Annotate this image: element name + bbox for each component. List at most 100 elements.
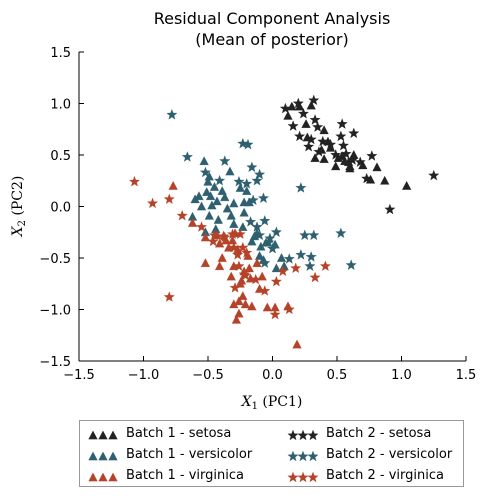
x-tick-label: 0.0 — [262, 368, 283, 383]
chart-title: Residual Component Analysis — [154, 9, 391, 28]
y-tick-label: 1.5 — [50, 46, 71, 61]
data-point — [304, 260, 316, 271]
x-tick-label: −0.5 — [192, 368, 224, 383]
y-tick-label: 0.0 — [50, 201, 71, 216]
data-point — [217, 186, 227, 195]
data-point — [283, 110, 293, 120]
x-tick-label: 1.0 — [391, 368, 412, 383]
data-point — [214, 238, 225, 248]
data-point — [283, 253, 295, 264]
data-point — [187, 218, 198, 227]
legend-marker-glyph — [88, 430, 98, 440]
data-point — [292, 339, 302, 349]
data-point — [259, 215, 271, 226]
data-point — [319, 125, 329, 135]
data-point — [294, 130, 306, 142]
data-point — [233, 175, 245, 187]
legend-label: Batch 2 - setosa — [326, 426, 432, 441]
data-point — [354, 156, 366, 167]
legend-marker-glyph — [108, 472, 118, 482]
data-point — [219, 231, 231, 243]
x-tick-label: 1.5 — [456, 368, 477, 383]
data-point — [239, 269, 251, 281]
legend-marker-glyph — [297, 450, 309, 462]
legend-label: Batch 2 - virginica — [326, 468, 444, 483]
data-point — [233, 260, 245, 271]
data-point — [312, 121, 324, 132]
data-point — [345, 259, 357, 270]
data-point — [257, 192, 270, 203]
data-point — [202, 187, 212, 196]
data-point — [256, 241, 266, 251]
data-point — [372, 162, 382, 172]
data-point — [146, 197, 159, 209]
series-batch-2-setosa — [279, 94, 440, 215]
data-point — [349, 150, 359, 159]
data-point — [317, 135, 329, 147]
legend-label: Batch 1 - virginica — [126, 468, 244, 483]
data-point — [229, 219, 239, 228]
data-point — [330, 149, 342, 160]
data-point — [269, 308, 281, 320]
data-point — [250, 273, 262, 285]
data-point — [254, 168, 266, 180]
data-point — [214, 174, 226, 186]
data-point — [207, 200, 217, 210]
data-point — [212, 196, 222, 206]
data-point — [283, 303, 295, 315]
data-point — [234, 308, 244, 318]
legend-marker-glyph — [98, 451, 108, 461]
data-point — [348, 127, 360, 139]
data-point — [231, 314, 241, 324]
data-point — [313, 146, 325, 157]
legend-marker-glyph — [108, 451, 118, 461]
legend: Batch 1 - setosa Batch 1 - versicolor Ba… — [79, 420, 464, 487]
data-point — [295, 249, 307, 260]
data-point — [242, 138, 254, 150]
data-point — [305, 133, 317, 145]
data-point — [245, 216, 257, 227]
data-point — [335, 227, 347, 238]
data-point — [207, 235, 219, 247]
data-point — [204, 210, 214, 220]
data-point — [163, 291, 175, 302]
data-point — [428, 169, 440, 181]
data-point — [345, 163, 355, 173]
data-point — [214, 261, 225, 271]
data-point — [241, 178, 253, 189]
data-point — [340, 148, 352, 159]
legend-marker-glyph — [307, 450, 319, 462]
data-point — [211, 224, 221, 233]
legend-marker-glyph — [297, 471, 309, 483]
legend-marker-glyph — [287, 471, 299, 483]
legend-marker-glyph — [88, 451, 98, 461]
data-point — [190, 194, 200, 204]
x-axis-label: X1 (PC1) — [241, 394, 303, 412]
legend-label: Batch 1 - versicolor — [126, 447, 253, 462]
data-point — [196, 221, 208, 232]
data-point — [200, 232, 211, 242]
data-point — [337, 139, 349, 151]
legend-marker-batch2-setosa — [287, 429, 319, 441]
x-tick-label: 0.5 — [327, 368, 348, 383]
data-point — [219, 155, 231, 166]
data-point — [227, 235, 238, 245]
data-point — [247, 236, 257, 246]
data-point — [319, 154, 329, 163]
data-point — [402, 180, 412, 190]
data-point — [295, 182, 307, 193]
data-point — [310, 153, 320, 162]
data-point — [226, 271, 236, 281]
data-point — [222, 203, 232, 213]
data-point — [181, 151, 193, 162]
data-point — [279, 102, 291, 114]
data-point — [244, 263, 254, 273]
data-point — [128, 175, 141, 187]
data-point — [199, 166, 211, 178]
data-point — [325, 138, 337, 150]
data-point — [254, 251, 265, 260]
legend-marker-glyph — [98, 472, 108, 482]
legend-marker-glyph — [307, 429, 319, 441]
y-tick-label: 0.5 — [50, 149, 71, 164]
data-point — [335, 130, 347, 142]
